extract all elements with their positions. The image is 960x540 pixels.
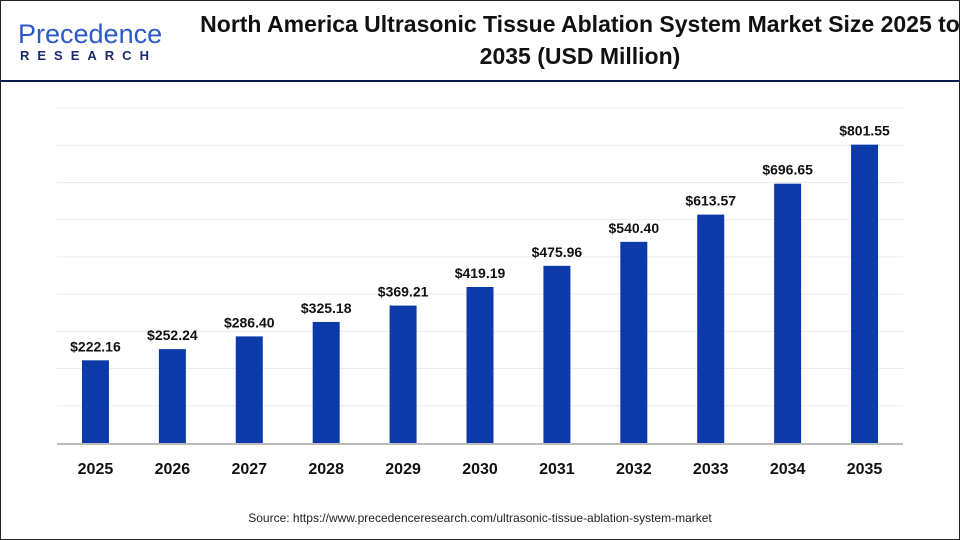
logo-line2: RESEARCH	[20, 48, 157, 63]
data-label: $286.40	[224, 314, 275, 330]
logo-line1: Precedence	[18, 19, 163, 49]
data-label: $222.16	[70, 338, 121, 354]
data-label: $801.55	[839, 123, 890, 139]
x-tick-label: 2032	[616, 461, 652, 478]
bar-2035	[851, 144, 879, 444]
bar-2032	[620, 241, 648, 443]
data-label: $475.96	[532, 244, 583, 260]
precedence-research-logo: Precedence RESEARCH	[18, 20, 162, 64]
x-tick-label: 2033	[693, 461, 729, 478]
bar-2026	[158, 349, 186, 443]
bar-2029	[389, 305, 417, 443]
x-tick-label: 2034	[770, 461, 806, 478]
x-tick-label: 2027	[231, 461, 267, 478]
chart-title: North America Ultrasonic Tissue Ablation…	[200, 11, 960, 69]
bar-2033	[697, 214, 725, 443]
data-label: $696.65	[762, 162, 813, 178]
x-tick-label: 2030	[462, 461, 498, 478]
bar-2025	[81, 360, 109, 443]
bar-2031	[543, 265, 571, 443]
bar-2034	[774, 183, 802, 443]
data-label: $325.18	[301, 300, 352, 316]
x-tick-label: 2035	[847, 461, 883, 478]
bar-2030	[466, 286, 494, 443]
data-label: $613.57	[685, 193, 736, 209]
data-label: $419.19	[455, 265, 506, 281]
data-label: $252.24	[147, 327, 198, 343]
data-label: $540.40	[609, 220, 660, 236]
bar-2027	[235, 336, 263, 443]
x-tick-label: 2026	[155, 461, 191, 478]
header-divider	[0, 80, 960, 82]
x-tick-label: 2025	[78, 461, 114, 478]
x-tick-label: 2028	[308, 461, 344, 478]
data-label: $369.21	[378, 284, 429, 300]
x-tick-label: 2031	[539, 461, 575, 478]
x-tick-label: 2029	[385, 461, 421, 478]
source-note: Source: https://www.precedenceresearch.c…	[248, 511, 712, 525]
bar-2028	[312, 321, 340, 443]
